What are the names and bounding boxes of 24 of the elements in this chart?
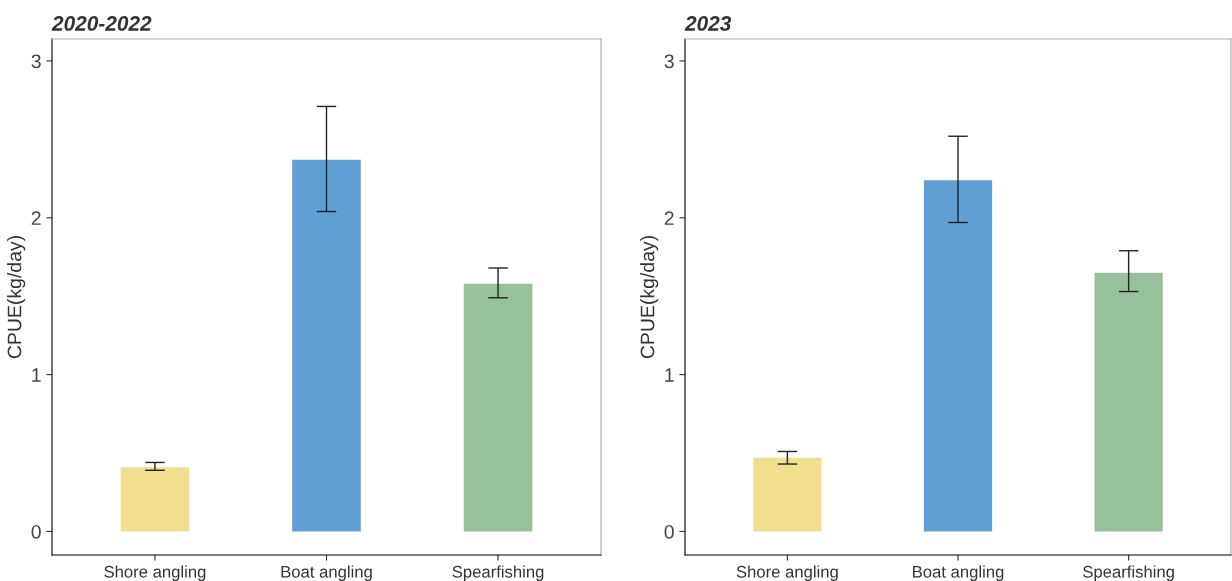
- y-tick-label: 1: [32, 368, 41, 382]
- y-tick-label: 3: [31, 54, 41, 69]
- x-tick-label: Boat angling: [281, 565, 372, 581]
- chart-title: 2020-2022: [51, 16, 152, 31]
- x-tick-label: Shore angling: [104, 565, 206, 581]
- bar: [463, 283, 533, 532]
- chart-title: 2023: [684, 16, 732, 31]
- bar: [1094, 272, 1163, 532]
- y-axis-title: CPUE(kg/day): [640, 236, 659, 359]
- y-tick-label: 2: [31, 211, 41, 225]
- x-tick-label: Boat angling: [913, 565, 1004, 581]
- y-tick-label: 2: [664, 211, 674, 225]
- y-tick-label: 3: [664, 54, 674, 69]
- y-tick-label: 1: [665, 368, 674, 382]
- y-axis-title: CPUE(kg/day): [7, 236, 26, 359]
- y-tick-label: 0: [664, 524, 674, 539]
- y-tick-label: 0: [31, 524, 41, 539]
- bar: [120, 467, 190, 532]
- x-tick-label: Shore angling: [736, 565, 838, 581]
- x-tick-label: Spearfishing: [452, 565, 544, 581]
- bar: [923, 180, 993, 532]
- bar: [753, 457, 822, 532]
- x-tick-label: Spearfishing: [1083, 565, 1174, 581]
- bar: [292, 159, 361, 532]
